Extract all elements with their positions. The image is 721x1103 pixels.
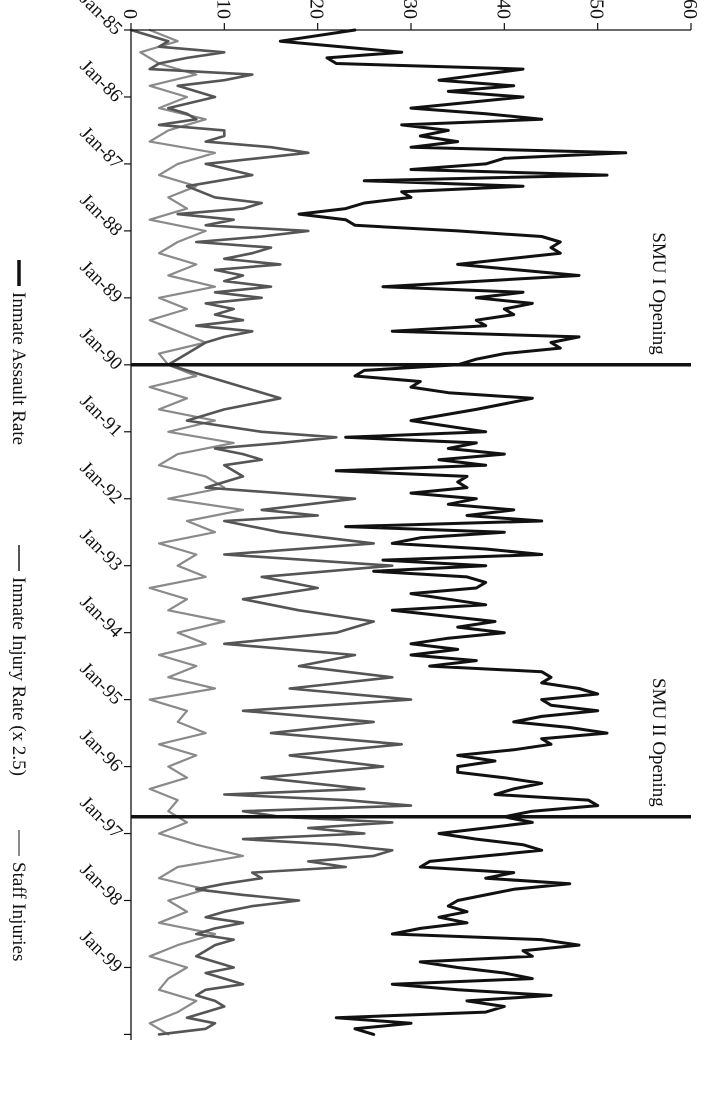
x-tick-label: Jan-96 — [76, 725, 127, 776]
y-tick-label: 50 — [586, 0, 608, 19]
y-tick-label: 0 — [119, 9, 141, 19]
x-tick-label: Jan-92 — [76, 458, 127, 509]
y-tick-label: 30 — [399, 0, 421, 19]
x-tick-label: Jan-91 — [76, 391, 127, 442]
legend-label-2: Inmate Injury Rate (x 2.5) — [8, 577, 29, 776]
x-tick-label: Jan-93 — [76, 525, 127, 576]
legend-label-3: Staff Injuries — [8, 862, 29, 961]
x-tick-label: Jan-89 — [76, 257, 127, 308]
series-line-2 — [129, 28, 413, 1036]
series-line-3 — [139, 28, 245, 1036]
y-tick-label: 10 — [212, 0, 234, 19]
x-tick-label: Jan-97 — [76, 792, 127, 843]
chart-rotated-group: SMU I Opening SMU II Opening 0 10 20 30 40 50 6… — [8, 0, 701, 1040]
x-tick-label: Jan-90 — [76, 324, 127, 375]
event-layer: SMU I Opening SMU II Opening — [131, 232, 691, 819]
x-tick-label: Jan-88 — [76, 190, 127, 241]
y-tick-label: 60 — [679, 0, 701, 19]
legend-layer: Inmate Assault Rate Inmate Injury Rate (x… — [8, 260, 29, 961]
x-tick-label: Jan-85 — [76, 0, 127, 40]
y-tick-label: 40 — [492, 0, 514, 19]
x-tick-label: Jan-98 — [76, 859, 127, 910]
event-label-1: SMU I Opening — [648, 232, 669, 355]
x-tick-label: Jan-86 — [76, 56, 127, 107]
series-layer — [129, 28, 628, 1036]
y-tick-label: 20 — [306, 0, 328, 19]
x-tick-label: Jan-95 — [76, 658, 127, 709]
event-label-2: SMU II Opening — [648, 678, 669, 807]
x-tick-label: Jan-99 — [76, 926, 127, 977]
x-tick-label: Jan-94 — [76, 592, 127, 643]
x-tick-label: Jan-87 — [76, 123, 127, 174]
axes-layer: 0102030405060Monthly Inmate Incidents pe… — [76, 0, 701, 1040]
series-line-1 — [278, 28, 628, 1036]
legend-label-1: Inmate Assault Rate — [8, 292, 29, 445]
